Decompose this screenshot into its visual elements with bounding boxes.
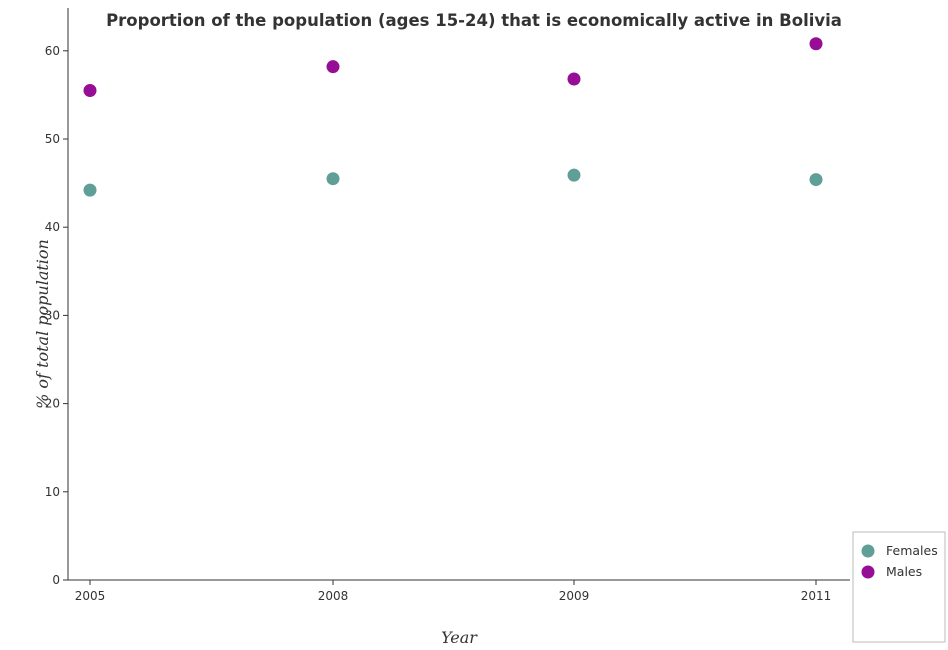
y-tick-label: 10	[45, 485, 60, 499]
y-axis-label: % of total population	[33, 239, 52, 409]
data-point-females-2011	[809, 173, 823, 187]
y-tick-label: 30	[45, 308, 60, 322]
y-tick-label: 20	[45, 397, 60, 411]
legend-label-males: Males	[886, 564, 922, 579]
x-tick-label: 2009	[559, 589, 590, 603]
legend-marker-males	[861, 565, 875, 579]
chart-title: Proportion of the population (ages 15-24…	[106, 11, 842, 30]
data-point-females-2005	[83, 183, 97, 197]
y-tick-label: 40	[45, 220, 60, 234]
y-tick-label: 50	[45, 132, 60, 146]
x-tick-label: 2008	[318, 589, 349, 603]
data-point-males-2009	[567, 72, 581, 86]
legend-label-females: Females	[886, 543, 938, 558]
x-tick-label: 2011	[801, 589, 832, 603]
data-point-females-2009	[567, 168, 581, 182]
y-tick-label: 0	[52, 573, 60, 587]
legend-marker-females	[861, 544, 875, 558]
data-point-females-2008	[326, 172, 340, 186]
y-axis-ticks: 0 10 20 30 40 50 60	[45, 44, 68, 587]
data-points	[83, 37, 823, 197]
data-point-males-2008	[326, 60, 340, 74]
data-point-males-2011	[809, 37, 823, 51]
legend: Females Males	[852, 531, 946, 643]
data-point-males-2005	[83, 83, 97, 97]
x-tick-label: 2005	[75, 589, 106, 603]
x-axis-label: Year	[441, 628, 478, 647]
y-tick-label: 60	[45, 44, 60, 58]
x-axis-ticks: 2005 2008 2009 2011	[75, 580, 832, 603]
